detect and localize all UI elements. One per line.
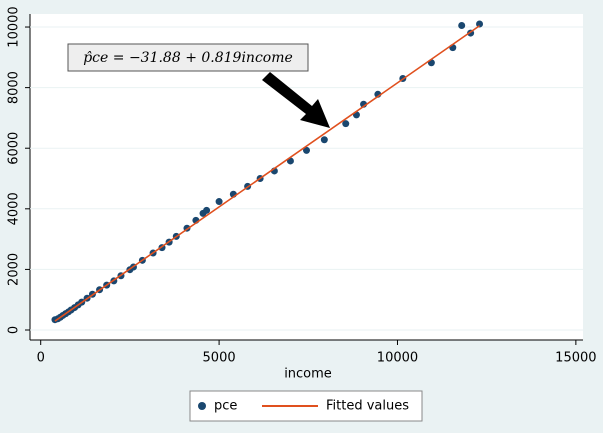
y-tick-label: 0	[7, 326, 22, 334]
x-tick-label: 0	[37, 351, 45, 366]
x-axis-title: income	[284, 367, 332, 382]
annotation-box	[67, 43, 309, 72]
y-tick-label: 10000	[7, 6, 22, 47]
legend-marker	[198, 402, 206, 410]
point	[476, 20, 484, 28]
x-tick-label: 10000	[377, 351, 418, 366]
y-tick-label: 2000	[7, 253, 22, 286]
y-tick-label: 8000	[7, 71, 22, 104]
arrow	[262, 72, 330, 128]
point	[458, 22, 466, 30]
fitted-line	[54, 25, 480, 322]
annotation: p̂ce = −31.88 + 0.819income	[83, 50, 293, 66]
y-tick-label: 4000	[7, 192, 22, 225]
point	[320, 136, 328, 144]
point	[342, 120, 350, 128]
marks: 0 2000 4000 6000 8000 10000 0 5000 10000 15000	[7, 6, 597, 365]
point	[203, 206, 211, 214]
point	[303, 146, 310, 154]
x-tick-label: 5000	[203, 351, 236, 366]
legend	[189, 390, 423, 422]
legend-label: Fitted values	[326, 399, 409, 414]
x-tick-label: 15000	[555, 351, 596, 366]
y-tick-label: 6000	[7, 132, 22, 165]
legend-label: pce	[214, 399, 237, 414]
point	[215, 198, 223, 206]
